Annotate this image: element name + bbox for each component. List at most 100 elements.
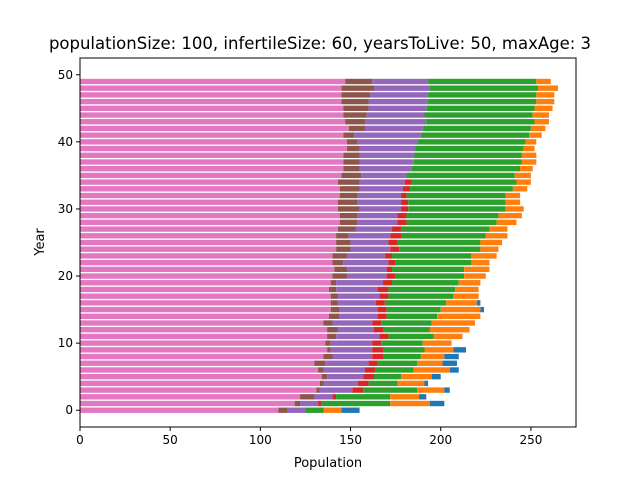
bar-segment-age-group-orange-year-28 [496,219,517,226]
bar-segment-age-group-orange-year-10 [422,340,452,346]
bar-segment-age-group-orange-year-22 [471,259,490,266]
bar-segment-age-group-brown-year-11 [327,333,337,340]
bar-segment-age-group-green-year-14 [386,313,438,319]
bar-segment-age-group-pink-year-29 [80,212,340,219]
bar-segment-age-group-brown-year-28 [339,219,358,226]
bar-segment-age-group-red-year-2 [332,394,337,400]
bar-segment-age-group-purple-year-10 [330,340,373,346]
bar-segment-age-group-purple-year-20 [346,273,387,279]
bar-segment-age-group-brown-year-14 [328,313,340,319]
bar-segment-age-group-purple-year-33 [359,186,403,192]
bar-segment-age-group-green-year-47 [428,92,537,98]
bar-segment-age-group-brown-year-4 [319,380,324,387]
bar-segment-age-group-purple-year-18 [336,286,378,293]
y-tick-label: 50 [58,68,73,82]
bar-segment-age-group-pink-year-14 [80,313,329,319]
bar-segment-age-group-purple-year-44 [366,112,425,118]
bar-segment-age-group-green-year-28 [406,219,497,226]
bar-segment-age-group-orange-year-39 [523,145,535,152]
bar-segment-age-group-green-year-21 [392,266,465,273]
bar-segment-age-group-purple-year-47 [370,92,429,98]
bar-segment-age-group-purple-year-11 [336,333,380,340]
bar-segment-age-group-brown-year-19 [330,280,337,286]
bar-segment-age-group-brown-year-2 [300,394,315,400]
bar-segment-age-group-brown-year-25 [336,239,351,246]
bar-segment-age-group-orange-year-20 [464,273,486,279]
bar-segment-age-group-green-year-44 [424,112,533,118]
bar-segment-age-group-green-year-34 [411,179,517,185]
bar-segment-age-group-brown-year-32 [339,192,358,199]
bar-segment-age-group-purple-year-45 [368,105,427,112]
bar-segment-age-group-red-year-1 [318,400,322,407]
bar-segment-age-group-purple-year-26 [348,233,391,239]
bar-segment-age-group-brown-year-41 [343,132,355,138]
bar-segment-age-group-green-year-22 [395,259,472,266]
bar-segment-age-group-pink-year-19 [80,280,331,286]
bar-segment-age-group-brown-year-37 [343,159,360,165]
bar-segment-age-group-purple-year-5 [327,373,364,380]
bar-segment-age-group-green-year-20 [395,273,465,279]
bar-segment-age-group-green-year-43 [426,119,535,125]
bar-segment-age-group-blue-year-1 [429,400,445,407]
bar-segment-age-group-pink-year-39 [80,145,347,152]
bar-segment-age-group-red-year-9 [372,347,384,353]
bar-segment-age-group-orange-year-27 [489,226,508,232]
bar-segment-age-group-brown-year-39 [346,145,360,152]
bar-segment-age-group-purple-year-36 [359,166,412,172]
bar-segment-age-group-blue-year-4 [424,380,429,387]
x-tick-label: 150 [339,433,362,447]
bar-segment-age-group-blue-year-7 [442,360,457,366]
bar-segment-age-group-orange-year-4 [397,380,425,387]
bar-segment-age-group-purple-year-35 [361,172,407,179]
bar-segment-age-group-orange-year-15 [440,306,481,313]
x-tick-label: 100 [249,433,272,447]
y-tick-label: 0 [65,403,73,417]
y-axis-label: Year [33,228,48,257]
bar-segment-age-group-pink-year-25 [80,239,337,246]
bar-segment-age-group-brown-year-13 [323,320,333,326]
bar-segment-age-group-red-year-13 [372,320,382,326]
bar-segment-age-group-brown-year-23 [332,253,347,259]
bar-segment-age-group-brown-year-1 [294,400,301,407]
bar-segment-age-group-pink-year-13 [80,320,324,326]
bar-segment-age-group-brown-year-18 [328,286,337,293]
bar-segment-age-group-red-year-12 [373,327,384,333]
bar-segment-age-group-purple-year-39 [359,145,416,152]
bar-segment-age-group-orange-year-40 [525,139,537,145]
bar-segment-age-group-pink-year-18 [80,286,329,293]
bar-segment-age-group-green-year-11 [388,333,434,340]
bar-segment-age-group-green-year-38 [413,152,522,158]
bar-segment-age-group-pink-year-30 [80,206,338,212]
bar-segment-age-group-brown-year-43 [345,119,365,125]
bar-segment-age-group-green-year-45 [426,105,535,112]
bar-segment-age-group-orange-year-42 [530,125,546,132]
bar-segment-age-group-purple-year-34 [359,179,405,185]
x-tick-label: 200 [429,433,452,447]
bar-segment-age-group-purple-year-19 [336,280,384,286]
bar-segment-age-group-orange-year-18 [455,286,479,293]
bar-segment-age-group-purple-year-32 [357,192,402,199]
bar-segment-age-group-pink-year-1 [80,400,295,407]
bar-segment-age-group-orange-year-3 [417,387,445,393]
bar-segment-age-group-orange-year-12 [429,327,470,333]
bar-segment-age-group-orange-year-43 [534,119,549,125]
bar-segment-age-group-purple-year-28 [357,219,398,226]
bar-segment-age-group-pink-year-26 [80,233,337,239]
bar-segment-age-group-green-year-16 [384,300,447,306]
bar-segment-age-group-purple-year-1 [300,400,319,407]
bar-segment-age-group-orange-year-25 [480,239,503,246]
bar-segment-age-group-brown-year-15 [330,306,340,313]
bar-segment-age-group-green-year-17 [388,293,454,299]
bar-segment-age-group-brown-year-5 [321,373,328,380]
bar-segment-age-group-brown-year-47 [341,92,371,98]
bar-segment-age-group-red-year-15 [377,306,387,313]
bar-segment-age-group-brown-year-44 [343,112,367,118]
bar-segment-age-group-pink-year-41 [80,132,344,138]
bar-segment-age-group-red-year-30 [401,206,409,212]
bar-segment-age-group-green-year-46 [428,98,537,105]
bar-segment-age-group-green-year-6 [375,367,414,373]
bar-segment-age-group-pink-year-11 [80,333,328,340]
bar-segment-age-group-pink-year-4 [80,380,320,387]
bar-segment-age-group-purple-year-38 [359,152,414,158]
